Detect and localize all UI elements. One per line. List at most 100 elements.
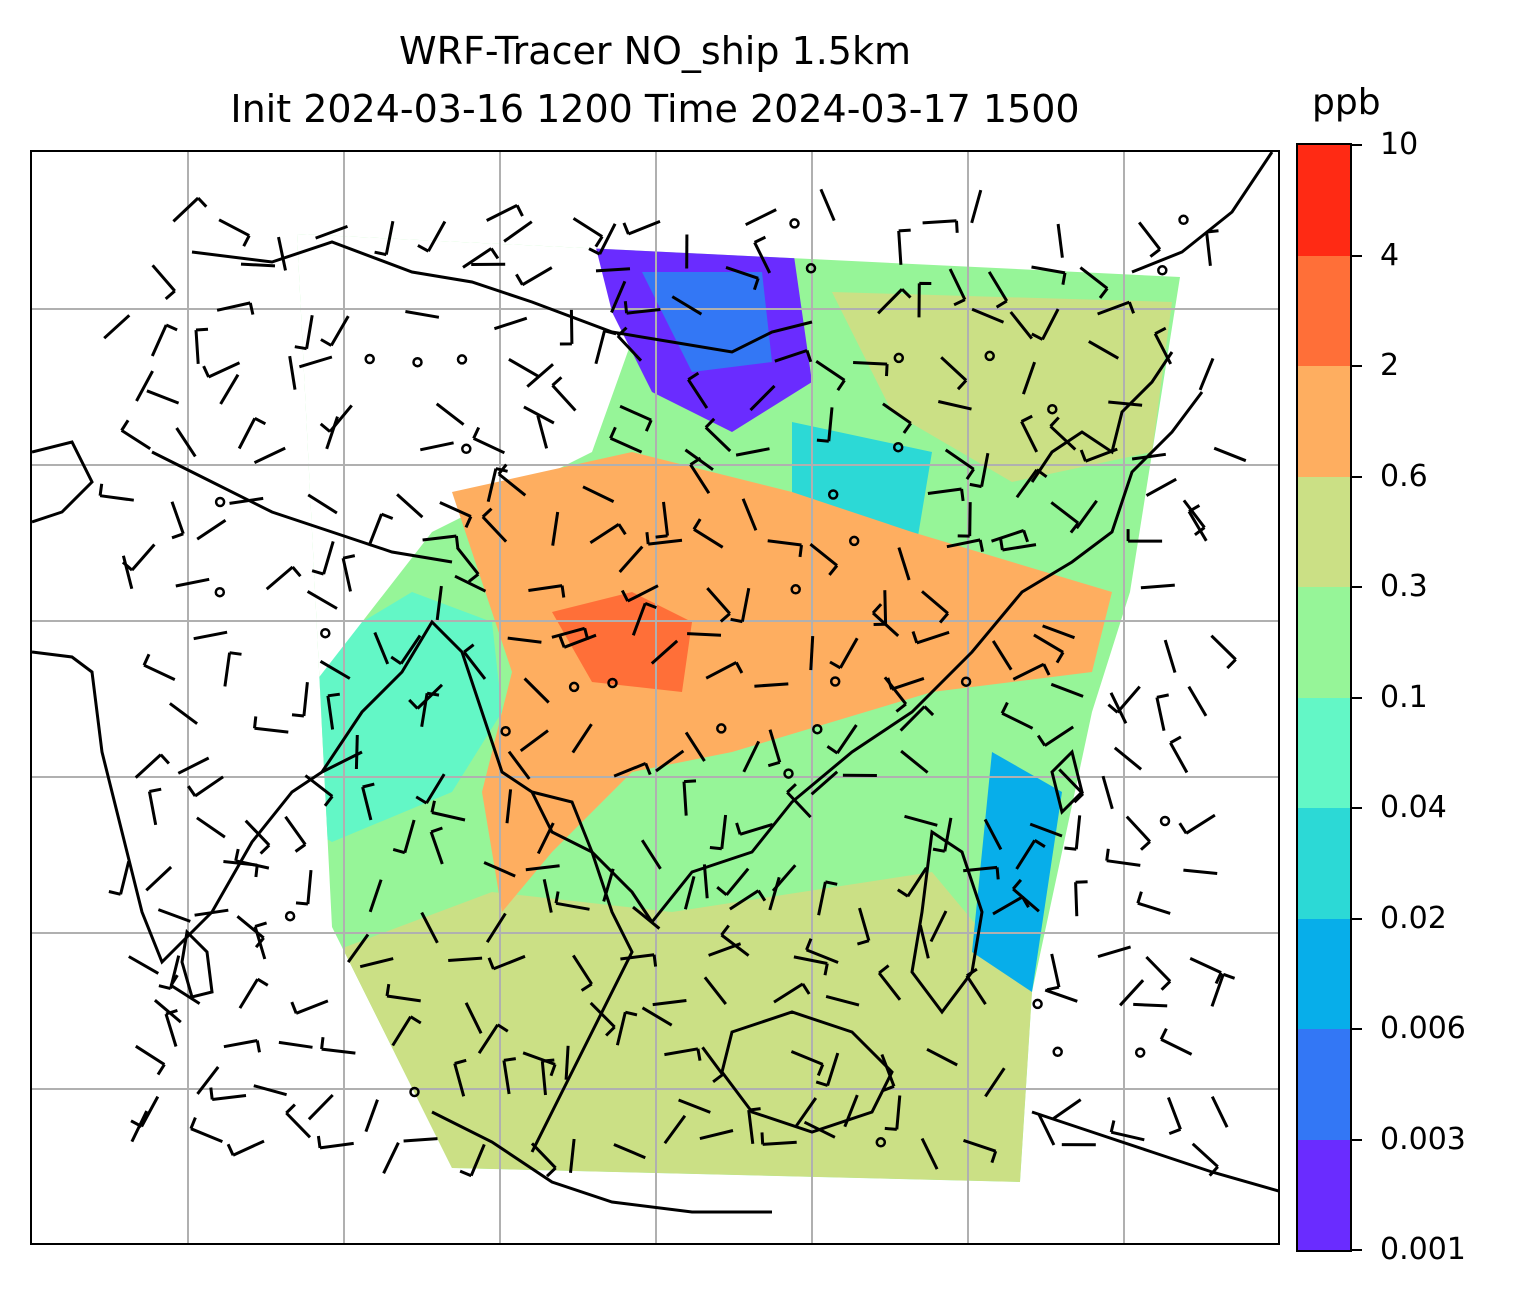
- wind-barb: [408, 683, 444, 710]
- wind-barb: [773, 982, 811, 1004]
- wind-barb: [435, 585, 443, 621]
- wind-barb: [218, 218, 251, 247]
- wind-barb: [984, 1067, 1006, 1098]
- wind-barb: [462, 643, 487, 680]
- colorbar-segment: [1298, 697, 1350, 808]
- wind-barb: [194, 327, 209, 364]
- wind-barb: [1056, 223, 1064, 258]
- wind-barb: [655, 501, 669, 539]
- colorbar-tick: [1352, 365, 1362, 367]
- wind-barb: [150, 323, 178, 357]
- wind-barb: [147, 787, 162, 826]
- wind-barb: [1169, 735, 1189, 774]
- wind-barb: [1109, 1120, 1145, 1142]
- wind-barb: [1011, 878, 1040, 913]
- wind-barb: [1088, 340, 1120, 360]
- wind-barb: [572, 217, 604, 248]
- wind-barb: [316, 1135, 354, 1150]
- wind-barb: [307, 493, 338, 515]
- coastline-himalaya-border: [151, 450, 453, 564]
- wind-barb: [917, 281, 932, 318]
- colorbar-segment: [1298, 255, 1350, 366]
- calm-marker: [1159, 815, 1171, 827]
- colorbar-tick: [1352, 1138, 1362, 1141]
- wind-barb: [189, 1117, 223, 1143]
- wind-barb: [320, 315, 350, 347]
- wind-barb: [307, 1093, 334, 1121]
- colorbar-tick-label: 0.006: [1380, 1011, 1466, 1046]
- wind-barb: [882, 402, 913, 434]
- wind-barb: [926, 1047, 958, 1067]
- wind-barb: [819, 188, 836, 222]
- colorbar-tick-label: 0.1: [1380, 679, 1428, 715]
- wind-barb: [551, 376, 577, 412]
- wind-barb: [720, 924, 750, 957]
- wind-barb: [120, 419, 152, 451]
- wind-barb: [483, 861, 516, 878]
- wind-barb: [969, 452, 990, 489]
- wind-barb: [911, 630, 950, 645]
- wind-barb: [361, 782, 375, 821]
- calm-marker: [984, 350, 995, 362]
- wind-barb: [594, 329, 617, 365]
- wind-barb: [1012, 662, 1051, 681]
- wind-barb: [486, 203, 524, 222]
- wind-barb: [1213, 446, 1247, 463]
- wind-barb: [153, 999, 182, 1024]
- calm-marker: [893, 352, 905, 364]
- wind-barb: [1125, 815, 1152, 851]
- wind-barb: [753, 235, 772, 274]
- calm-marker: [1052, 1046, 1063, 1058]
- wind-barb: [1145, 955, 1172, 991]
- wind-barb: [1118, 979, 1145, 1007]
- wind-barb: [948, 268, 967, 307]
- colorbar-segment: [1298, 1139, 1350, 1250]
- wind-barb: [1107, 685, 1141, 714]
- calm-marker: [1157, 265, 1168, 276]
- calm-marker: [568, 681, 580, 693]
- wind-barb: [1000, 701, 1034, 730]
- wind-barb: [364, 1099, 379, 1133]
- wind-barb: [742, 740, 761, 773]
- wind-barb: [687, 632, 722, 637]
- wind-barb: [522, 1051, 557, 1077]
- colorbar-tick: [1352, 1249, 1362, 1251]
- wind-barb: [880, 1053, 896, 1093]
- wind-barb: [507, 750, 531, 780]
- wind-barb: [725, 265, 760, 291]
- wind-barb: [729, 889, 767, 911]
- wind-barb: [1183, 868, 1218, 875]
- wind-barb: [589, 522, 627, 545]
- wind-barb: [623, 301, 661, 315]
- wind-barb: [373, 631, 390, 665]
- wind-barb: [284, 815, 307, 853]
- wind-barb: [703, 976, 727, 1006]
- wind-barb: [1191, 1142, 1219, 1177]
- coastline-sumatra-java: [431, 1110, 772, 1214]
- wind-barb: [435, 402, 465, 426]
- wind-barb: [987, 271, 1009, 309]
- wind-barb: [121, 543, 156, 572]
- calm-marker: [805, 263, 817, 274]
- wind-barb: [582, 485, 615, 503]
- tracer-region-clean: [297, 234, 642, 752]
- colorbar-tick: [1352, 696, 1362, 699]
- tracer-field: [297, 234, 1180, 1182]
- calm-marker: [1178, 214, 1189, 226]
- wind-barb: [692, 518, 724, 549]
- wind-barb: [810, 770, 839, 796]
- wind-barb: [689, 456, 711, 495]
- calm-marker: [892, 441, 904, 453]
- wind-barb: [701, 1046, 724, 1083]
- wind-barb: [927, 487, 965, 502]
- map-panel[interactable]: [30, 150, 1280, 1245]
- wind-barb: [664, 1047, 702, 1061]
- wind-barb: [1074, 880, 1088, 917]
- wind-barb: [1042, 624, 1076, 640]
- colorbar-tick-label: 0.04: [1380, 790, 1447, 825]
- wind-barb: [803, 1120, 836, 1139]
- calm-marker: [409, 1086, 420, 1098]
- wind-barb: [1187, 504, 1208, 542]
- wind-barb: [774, 349, 813, 363]
- wind-barb: [618, 545, 644, 573]
